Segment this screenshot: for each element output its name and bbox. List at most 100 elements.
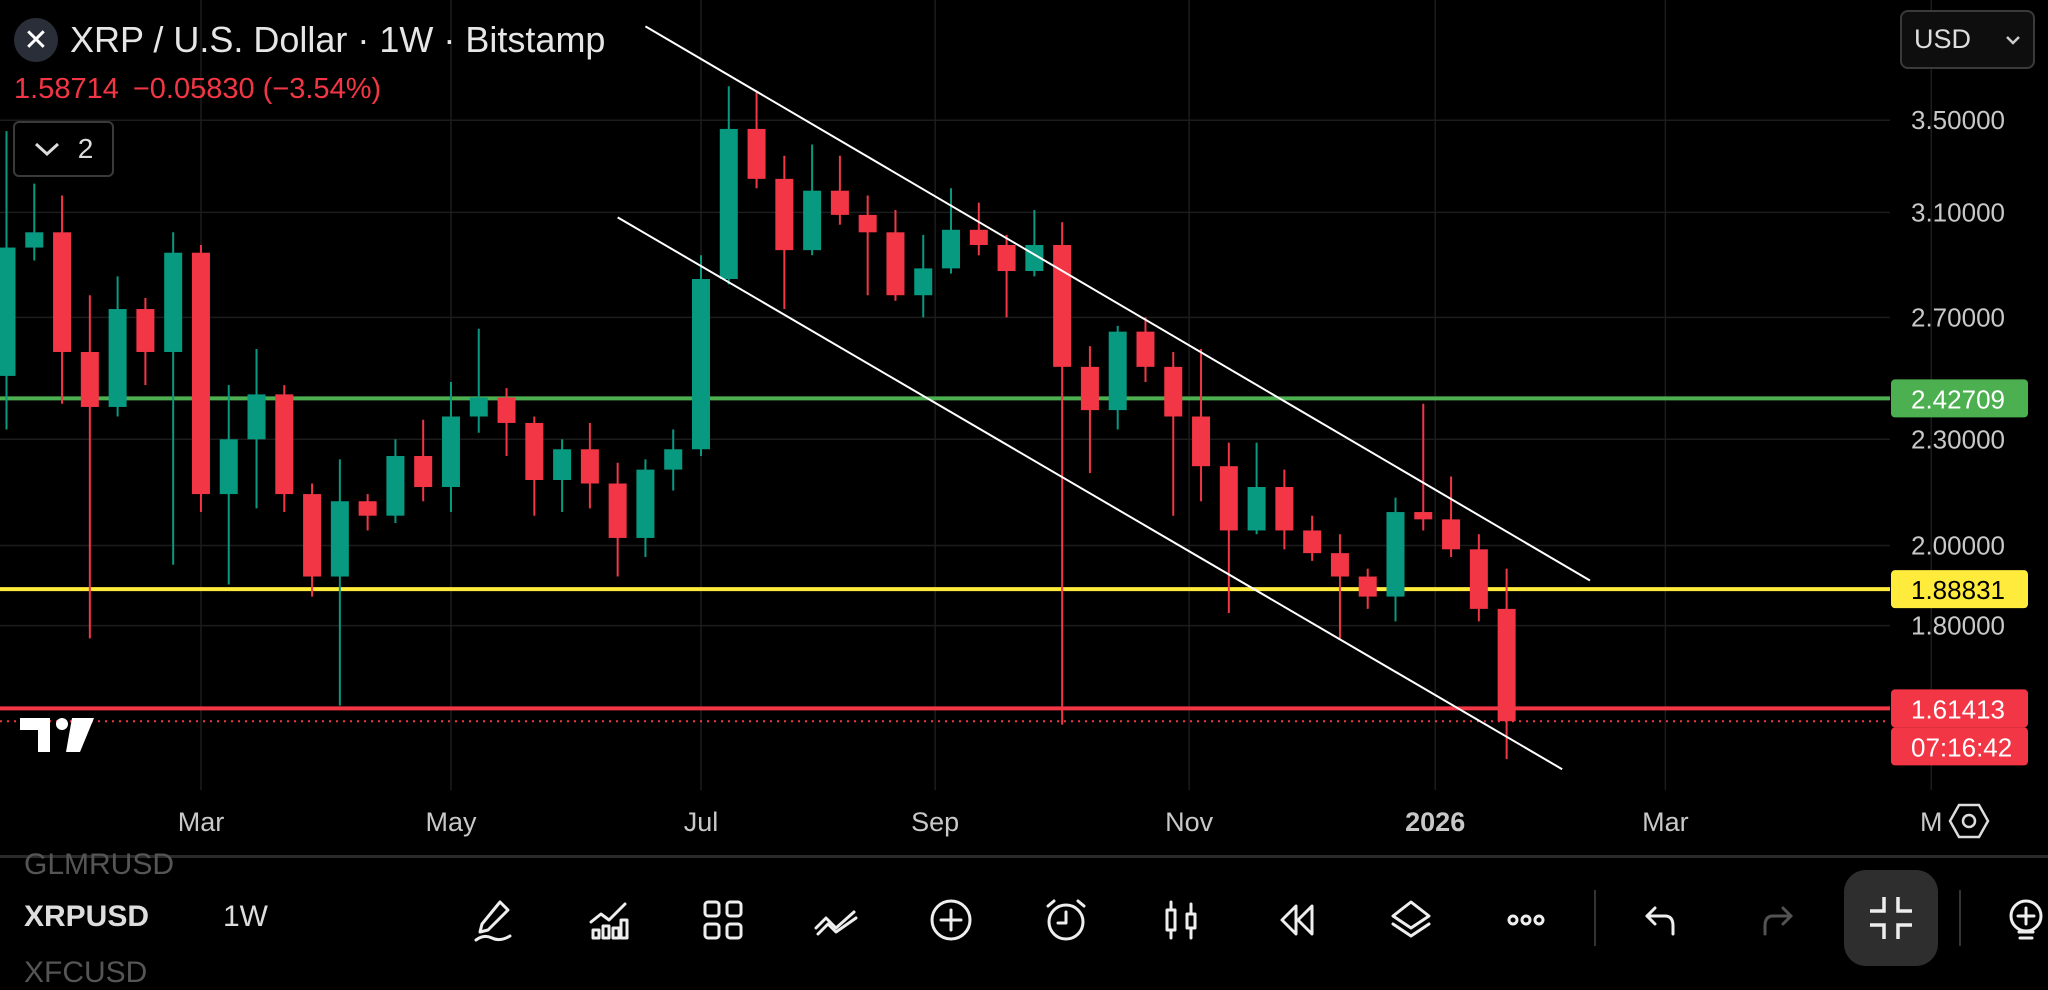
time-axis-label: Nov xyxy=(1165,807,1214,837)
tradingview-logo xyxy=(20,718,94,752)
candle-body xyxy=(969,229,988,245)
candle-body xyxy=(1469,549,1488,609)
price-axis-label: 2.70000 xyxy=(1911,302,2005,332)
candle-body xyxy=(830,190,849,215)
ideas-bulb-icon[interactable] xyxy=(1998,892,2048,948)
price-axis-label: 3.50000 xyxy=(1911,105,2005,135)
chart-settings-icon[interactable] xyxy=(1948,800,1990,842)
redo-icon[interactable] xyxy=(1749,892,1805,948)
candle-body xyxy=(1108,331,1127,411)
candle-body xyxy=(247,394,266,440)
price-level-tag xyxy=(1891,379,2028,418)
candle-body xyxy=(1414,512,1433,520)
price-change: −0.05830 xyxy=(132,73,255,105)
bottom-toolbar xyxy=(0,855,2048,987)
last-price: 1.58714 xyxy=(14,73,119,105)
time-axis-label: Sep xyxy=(911,807,959,837)
toolbar-divider xyxy=(1594,890,1596,946)
candle-body xyxy=(80,351,99,407)
candle-body xyxy=(303,494,322,577)
undo-icon[interactable] xyxy=(1633,892,1689,948)
candle-body xyxy=(469,397,488,417)
candle-body xyxy=(942,229,961,269)
indicator-count: 2 xyxy=(77,133,94,164)
currency-value: USD xyxy=(1914,24,1972,54)
alert-clock-icon[interactable] xyxy=(1038,892,1094,948)
chart-type-candle-icon[interactable] xyxy=(1153,892,1209,948)
candle-body xyxy=(0,247,16,376)
add-plus-icon[interactable] xyxy=(923,892,979,948)
candle-body xyxy=(386,455,405,516)
replay-rewind-icon[interactable] xyxy=(1268,892,1324,948)
current-symbol[interactable]: XRPUSD xyxy=(24,900,150,933)
candle-body xyxy=(1358,576,1377,597)
candle-body xyxy=(108,309,127,407)
price-axis-label: 3.10000 xyxy=(1911,197,2005,227)
exit-fullscreen-button[interactable] xyxy=(1844,870,1938,966)
candle-body xyxy=(636,469,655,538)
candle-body xyxy=(136,309,155,352)
symbol-list-item[interactable]: XFCUSD xyxy=(24,956,148,989)
interval-button[interactable]: 1W xyxy=(223,900,268,933)
draw-pencil-icon[interactable] xyxy=(466,892,522,948)
price-axis-label: 1.80000 xyxy=(1911,611,2005,641)
price-change-pct: (−3.54%) xyxy=(262,73,382,105)
candle-body xyxy=(886,232,905,296)
chevron-down-icon xyxy=(2006,35,2020,45)
price-axis-label: 2.30000 xyxy=(1911,424,2005,454)
candle-body xyxy=(608,483,627,538)
price-quote: 1.58714 −0.05830 (−3.54%) xyxy=(14,73,381,106)
candle-body xyxy=(664,449,683,470)
candle-body xyxy=(164,252,183,352)
candle-body xyxy=(191,252,210,495)
price-level-tag xyxy=(1891,570,2028,609)
candle-body xyxy=(1330,553,1349,577)
time-axis-label: 2026 xyxy=(1405,807,1465,837)
currency-select[interactable]: USD xyxy=(1900,10,2035,69)
templates-grid-icon[interactable] xyxy=(695,892,751,948)
candle-body xyxy=(1442,519,1461,550)
symbol-list-item[interactable]: GLMRUSD xyxy=(24,848,175,881)
price-axis-label: 2.00000 xyxy=(1911,531,2005,561)
candle-body xyxy=(1497,608,1516,722)
candle-body xyxy=(553,449,572,481)
candle-body xyxy=(997,244,1016,272)
indicators-icon[interactable] xyxy=(581,892,637,948)
trend-line xyxy=(617,216,1563,771)
candle-body xyxy=(219,439,238,495)
time-axis-label: M xyxy=(1920,807,1943,837)
candle-body xyxy=(1386,512,1405,597)
candle-body xyxy=(25,232,44,248)
candle-body xyxy=(858,214,877,233)
indicators-toggle-button[interactable]: 2 xyxy=(13,121,114,177)
candle-body xyxy=(53,232,72,352)
chart-legend: ✕ XRP / U.S. Dollar · 1W · Bitstamp xyxy=(14,18,605,62)
candle-body xyxy=(1136,331,1155,367)
time-axis-label: Mar xyxy=(178,807,225,837)
candle-body xyxy=(441,416,460,488)
candle-body xyxy=(1192,416,1211,467)
symbol-title[interactable]: XRP / U.S. Dollar · 1W · Bitstamp xyxy=(70,19,606,60)
candle-body xyxy=(330,501,349,577)
candle-body xyxy=(1275,487,1294,531)
bar-countdown: 07:16:42 xyxy=(1911,732,2012,762)
layers-icon[interactable] xyxy=(1383,892,1439,948)
price-level-label: 1.61413 xyxy=(1911,694,2005,724)
candle-body xyxy=(525,422,544,481)
time-axis-label: Jul xyxy=(684,807,719,837)
candle-body xyxy=(275,394,294,495)
trend-tools-icon[interactable] xyxy=(808,892,864,948)
candle-body xyxy=(1303,530,1322,554)
candle-body xyxy=(1219,466,1238,531)
candle-body xyxy=(580,449,599,484)
candle-body xyxy=(803,190,822,251)
candle-body xyxy=(1053,244,1072,367)
candle-body xyxy=(1164,366,1183,417)
time-axis-label: Mar xyxy=(1642,807,1689,837)
candle-body xyxy=(775,178,794,251)
more-icon[interactable] xyxy=(1498,892,1554,948)
candle-body xyxy=(1247,487,1266,531)
price-chart[interactable]: 3.50000 3.10000 2.70000 2.30000 2.00000 1.800… xyxy=(0,0,2048,855)
candle-body xyxy=(692,279,710,450)
candle-body xyxy=(414,455,433,488)
